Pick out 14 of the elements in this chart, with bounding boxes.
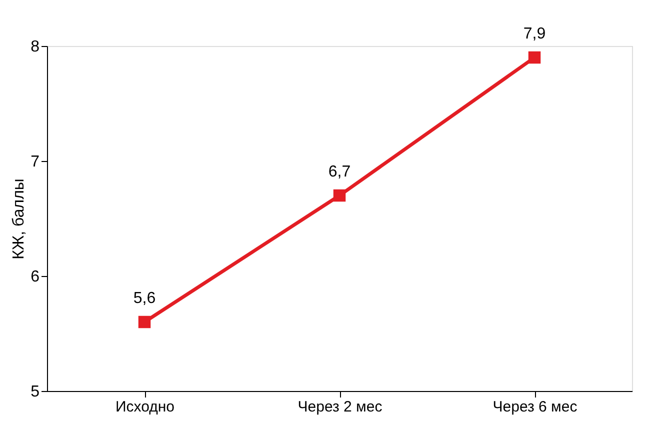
y-tick-label: 5 xyxy=(30,384,40,400)
x-tick-label: Через 6 мес xyxy=(492,398,578,416)
point xyxy=(528,51,541,64)
y-tick-label: 6 xyxy=(30,268,40,286)
point xyxy=(138,316,151,328)
y-axis-title: КЖ, баллы xyxy=(10,178,28,260)
point xyxy=(333,189,346,202)
y-tick-label: 7 xyxy=(30,154,40,170)
data-label: 7,9 xyxy=(523,26,546,42)
x-tick-label: Через 2 мес xyxy=(298,398,383,416)
data-label: 5,6 xyxy=(133,290,156,307)
data-label: 6,7 xyxy=(328,164,351,180)
y-tick-label: 8 xyxy=(30,38,40,56)
x-tick-label: Исходно xyxy=(115,398,175,416)
